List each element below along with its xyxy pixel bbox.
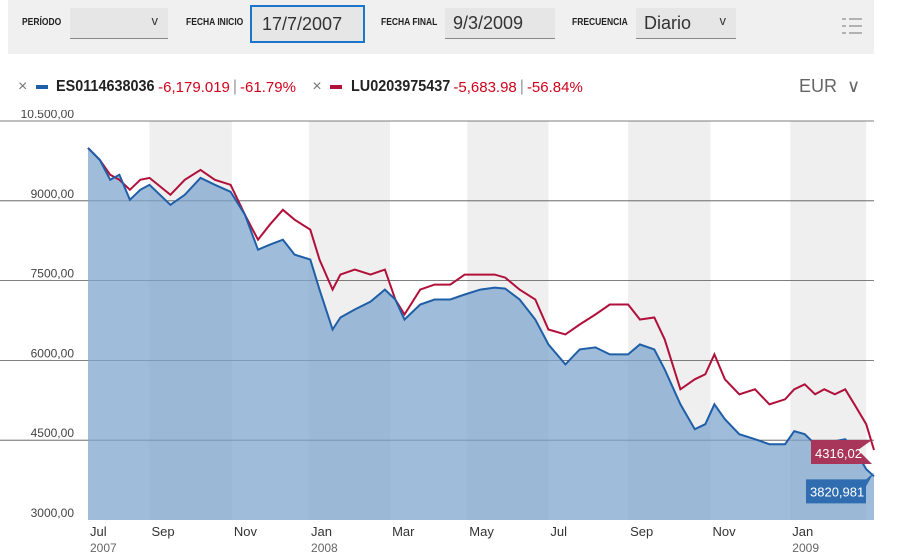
y-tick-label: 3000,00 — [31, 506, 75, 520]
series-change: -5,683.98 — [453, 78, 517, 96]
x-tick-label: Sep — [151, 524, 174, 539]
chevron-down-icon: v — [719, 13, 727, 28]
chart: 10.500,00 9000,00 7500,00 6000,00 4500,00 300… — [0, 110, 875, 552]
remove-series-icon[interactable]: × — [18, 78, 28, 95]
periodo-label: PERÍODO — [22, 17, 62, 28]
series-code: LU0203975437 — [350, 78, 450, 95]
last-value-badge-es — [806, 472, 874, 504]
last-value-lu: 4316,02 — [815, 446, 862, 461]
y-tick-label: 9000,00 — [31, 187, 75, 201]
separator: | — [232, 78, 238, 95]
x-tick-label: Jan — [792, 524, 813, 539]
fecha-inicio-label: FECHA INICIO — [186, 17, 244, 28]
series-change: -6,179.019 — [158, 78, 230, 96]
fecha-inicio-input[interactable]: 17/7/2007 — [250, 5, 365, 43]
x-year-label: 2008 — [311, 541, 338, 552]
fecha-inicio-value: 17/7/2007 — [262, 14, 343, 34]
y-tick-label: 6000,00 — [31, 346, 75, 360]
series-swatch — [330, 85, 343, 89]
series-line-lu0203975437 — [87, 147, 875, 451]
y-tick-label: 10.500,00 — [21, 110, 75, 121]
frecuencia-label: FRECUENCIA — [572, 17, 628, 28]
y-tick-label: 7500,00 — [31, 267, 75, 281]
legend: × ES0114638036 -6,179.019 | -61.79% × LU02… — [18, 78, 583, 96]
series-swatch — [35, 85, 48, 89]
x-tick-label: May — [469, 524, 494, 539]
chevron-down-icon: v — [151, 13, 159, 28]
x-tick-label: Mar — [392, 524, 415, 539]
x-year-label: 2009 — [792, 541, 819, 552]
fecha-final-input[interactable]: 9/3/2009 — [445, 8, 555, 39]
frecuencia-select[interactable]: Diario v — [636, 8, 736, 39]
fecha-final-value: 9/3/2009 — [453, 13, 524, 33]
y-tick-label: 4500,00 — [31, 426, 75, 440]
x-tick-label: Jul — [90, 524, 107, 539]
series-pct: -61.79% — [240, 78, 296, 96]
x-tick-label: Jan — [311, 524, 332, 539]
currency-select[interactable]: EUR ∨ — [799, 76, 860, 97]
frecuencia-value: Diario — [644, 13, 692, 33]
series-code: ES0114638036 — [56, 78, 155, 95]
periodo-select[interactable]: v — [70, 8, 168, 39]
chevron-down-icon: ∨ — [847, 76, 861, 96]
x-tick-label: Nov — [234, 524, 258, 539]
area-fill — [88, 147, 874, 520]
x-year-label: 2007 — [90, 541, 117, 552]
last-value-badge-lu — [811, 439, 872, 464]
separator: | — [519, 78, 524, 95]
remove-series-icon[interactable]: × — [312, 78, 322, 95]
list-icon[interactable] — [842, 16, 864, 36]
series-pct: -56.84% — [526, 78, 583, 96]
x-tick-label: Nov — [713, 524, 737, 539]
last-value-es: 3820,981 — [810, 484, 864, 499]
currency-value: EUR — [799, 76, 838, 96]
series-line-es0114638036 — [87, 147, 875, 478]
x-tick-label: Jul — [550, 524, 567, 539]
x-tick-label: Sep — [630, 524, 653, 539]
fecha-final-label: FECHA FINAL — [381, 17, 438, 28]
